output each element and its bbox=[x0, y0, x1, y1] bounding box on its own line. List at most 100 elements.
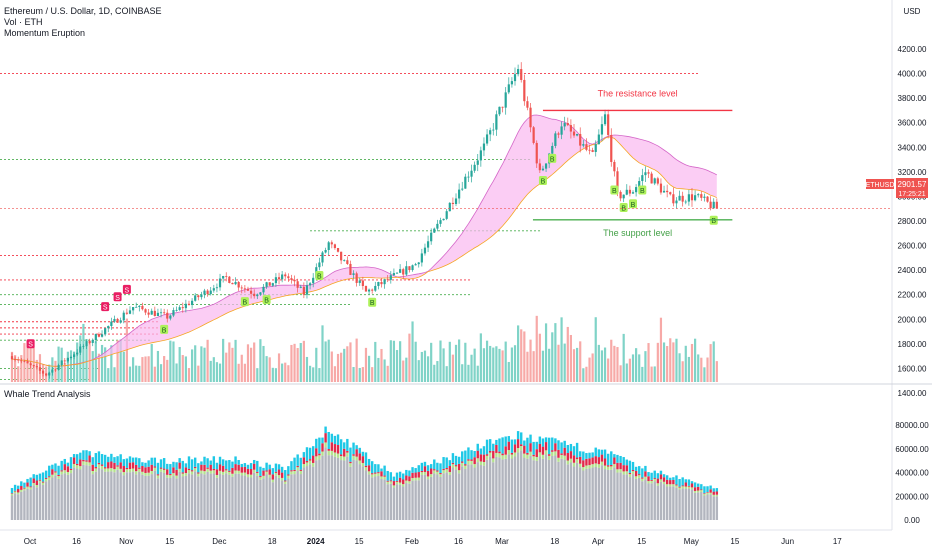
whale-bar-cyan bbox=[156, 462, 160, 475]
candle-body bbox=[85, 341, 88, 347]
candle-body bbox=[436, 223, 439, 229]
whale-bar-green bbox=[383, 476, 386, 480]
whale-bar-cyan bbox=[532, 441, 535, 455]
time-axis-tick-17: 17 bbox=[833, 537, 842, 546]
whale-bar-green bbox=[426, 476, 430, 480]
volume-bar bbox=[324, 341, 327, 382]
volume-bar bbox=[613, 345, 616, 382]
whale-bar-green bbox=[215, 474, 219, 478]
whale-bar-red bbox=[153, 466, 157, 468]
whale-bar-red bbox=[131, 462, 135, 469]
whale-bar-cyan bbox=[436, 462, 439, 471]
candle-body bbox=[479, 150, 482, 161]
whale-bar-gray bbox=[628, 477, 632, 520]
whale-bar-gray bbox=[622, 474, 625, 520]
volume-bar bbox=[563, 343, 566, 382]
whale-bar-red bbox=[510, 452, 514, 455]
volume-bar bbox=[517, 325, 520, 382]
whale-bar-gray bbox=[606, 469, 610, 520]
whale-bar-red bbox=[572, 455, 576, 463]
whale-bar-cyan bbox=[625, 459, 628, 466]
whale-bar-cyan bbox=[318, 437, 321, 454]
volume-label: Vol · ETH bbox=[4, 17, 43, 27]
whale-bar-red bbox=[221, 465, 225, 472]
candle-body bbox=[23, 360, 26, 362]
whale-bar-red bbox=[271, 474, 275, 480]
whale-bar-green bbox=[336, 453, 340, 458]
whale-bar-cyan bbox=[252, 459, 256, 464]
whale-bar-red bbox=[172, 467, 175, 474]
whale-bar-cyan bbox=[675, 475, 678, 485]
whale-bar-cyan bbox=[91, 457, 94, 465]
whale-bar-cyan bbox=[426, 465, 430, 471]
volume-bar bbox=[520, 329, 523, 382]
whale-bar-gray bbox=[672, 486, 675, 520]
whale-bar-red bbox=[715, 491, 719, 495]
whale-bar-cyan bbox=[467, 447, 470, 460]
volume-bar bbox=[420, 351, 423, 382]
whale-bar-green bbox=[585, 465, 588, 469]
candle-body bbox=[616, 171, 619, 192]
volume-bar bbox=[153, 366, 156, 382]
volume-bar bbox=[690, 343, 694, 382]
volume-bar bbox=[305, 356, 309, 382]
whale-bar-green bbox=[302, 464, 306, 468]
volume-bar bbox=[135, 365, 138, 382]
volume-bar bbox=[107, 368, 110, 382]
whale-bar-red bbox=[516, 439, 520, 449]
whale-bar-red bbox=[448, 465, 452, 472]
whale-bar-cyan bbox=[172, 461, 175, 468]
whale-bar-gray bbox=[308, 464, 312, 520]
whale-bar-gray bbox=[492, 462, 495, 520]
volume-bar bbox=[408, 333, 411, 382]
whale-bar-cyan bbox=[141, 462, 144, 467]
whale-bar-cyan bbox=[100, 454, 104, 465]
volume-bar bbox=[277, 353, 281, 382]
whale-bar-red bbox=[147, 466, 150, 473]
whale-bar-green bbox=[17, 492, 20, 495]
whale-bar-gray bbox=[203, 474, 206, 520]
whale-bar-red bbox=[190, 470, 194, 472]
whale-bar-gray bbox=[13, 493, 17, 520]
whale-bar-green bbox=[374, 473, 377, 477]
whale-bar-cyan bbox=[184, 463, 188, 468]
whale-bar-red bbox=[644, 471, 647, 477]
candle-body bbox=[26, 361, 29, 364]
whale-bar-green bbox=[395, 481, 399, 485]
whale-bar-green bbox=[29, 487, 32, 490]
candle-body bbox=[582, 144, 585, 146]
whale-bar-green bbox=[513, 452, 517, 457]
volume-bar bbox=[523, 331, 526, 382]
whale-bar-gray bbox=[541, 458, 545, 520]
volume-bar bbox=[10, 351, 14, 382]
whale-bar-cyan bbox=[125, 458, 129, 468]
volume-bar bbox=[166, 359, 169, 382]
volume-bar bbox=[607, 358, 610, 382]
whale-bar-gray bbox=[103, 471, 107, 520]
whale-bar-red bbox=[374, 472, 377, 474]
volume-bar bbox=[423, 350, 427, 382]
buy-marker bbox=[368, 297, 377, 307]
whale-bar-cyan bbox=[166, 463, 169, 470]
price-axis-tick-13: 1600.00 bbox=[898, 364, 927, 373]
candle-body bbox=[240, 287, 243, 289]
whale-bar-cyan bbox=[610, 451, 613, 465]
whale-bar-cyan bbox=[234, 456, 237, 465]
candle-body bbox=[458, 189, 461, 199]
whale-bar-cyan bbox=[169, 464, 172, 475]
whale-bar-cyan bbox=[585, 453, 588, 459]
whale-bar-cyan bbox=[588, 452, 591, 459]
whale-bar-red bbox=[622, 465, 625, 472]
candle-body bbox=[631, 192, 635, 194]
whale-bar-green bbox=[597, 464, 601, 468]
volume-bar bbox=[63, 362, 66, 382]
volume-bar bbox=[312, 367, 315, 382]
whale-bar-gray bbox=[405, 483, 408, 520]
whale-bar-green bbox=[32, 483, 35, 486]
volume-bar bbox=[610, 339, 613, 382]
volume-bar bbox=[358, 367, 361, 382]
candle-body bbox=[100, 334, 104, 337]
volume-bar bbox=[243, 363, 246, 382]
volume-bar bbox=[377, 357, 380, 382]
